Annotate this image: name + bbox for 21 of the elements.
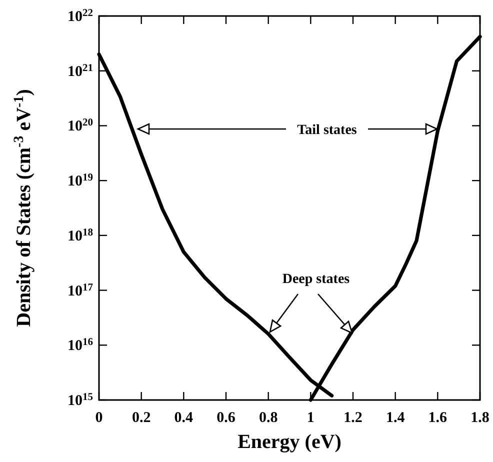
y-tick-label: 10$^{15}$ [68, 392, 93, 409]
y-tick-label: 10$^{16}$ [68, 336, 93, 354]
annotation: Tail states [297, 123, 358, 138]
y-tick-label: 10$^{19}$ [68, 172, 93, 190]
annotation: Deep states [282, 272, 350, 287]
x-tick-label: 1 [306, 410, 314, 426]
x-tick-label: 0.8 [258, 410, 278, 426]
x-tick-label: 0.2 [132, 410, 151, 426]
x-tick-label: 0 [95, 410, 103, 426]
y-tick-label: 10$^{20}$ [68, 117, 93, 135]
x-tick-label: 0.4 [174, 410, 194, 426]
y-tick-label: 10$^{22}$ [68, 8, 93, 25]
x-tick-label: 1.2 [344, 410, 362, 426]
x-tick-label: 0.6 [216, 410, 236, 426]
x-axis-title: Energy (eV) [238, 431, 342, 453]
y-tick-label: 10$^{17}$ [68, 282, 93, 300]
x-tick-label: 1.4 [386, 410, 406, 426]
x-tick-label: 1.8 [470, 410, 490, 426]
y-tick-label: 10$^{18}$ [68, 226, 93, 244]
y-tick-label: 10$^{21}$ [68, 62, 93, 80]
x-tick-label: 1.6 [428, 410, 448, 426]
